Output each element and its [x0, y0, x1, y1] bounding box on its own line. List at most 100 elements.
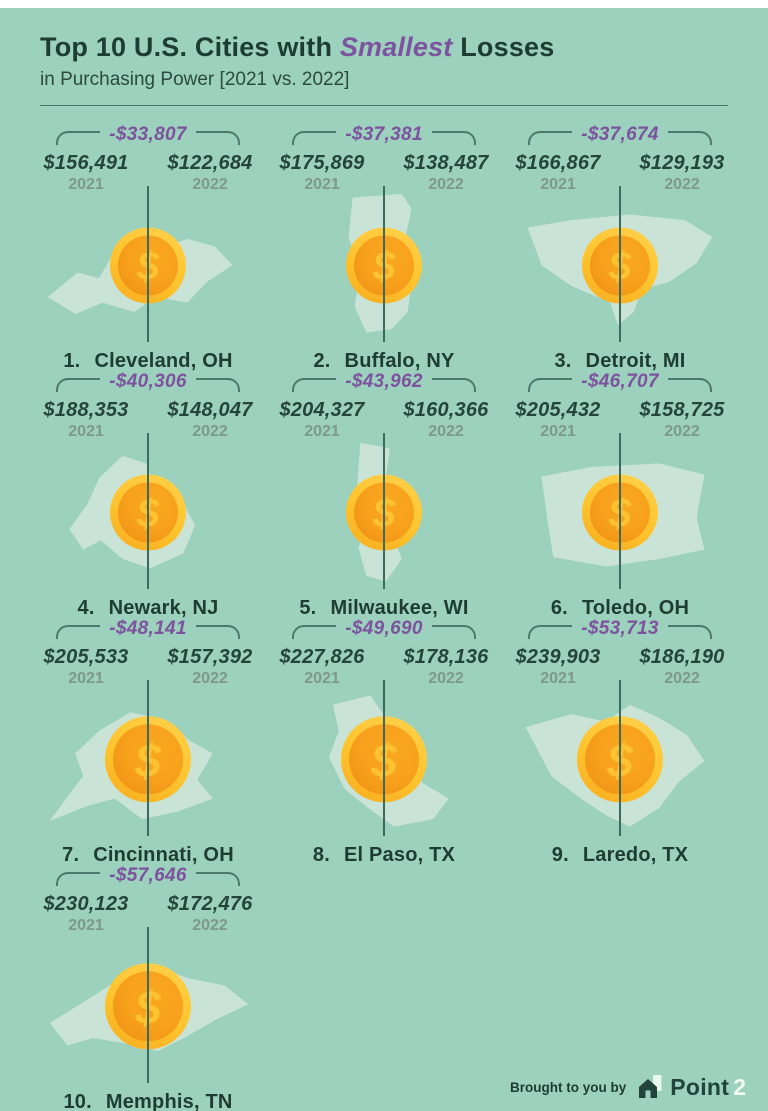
value-2021: $205,432 — [515, 399, 601, 421]
comparison-divider-line — [147, 680, 149, 836]
city-name: Toledo, OH — [581, 597, 690, 619]
loss-value: -$43,962 — [345, 371, 423, 392]
map-area: $ — [266, 680, 502, 836]
value-2021: $230,123 — [43, 893, 129, 915]
bracket-right — [431, 378, 476, 392]
comparison-divider-line — [147, 927, 149, 1083]
bracket-right — [667, 131, 712, 145]
map-area: $ — [502, 680, 738, 836]
bracket-right — [195, 625, 240, 639]
city-card: -$43,962 $204,327 2021 $160,366 2022 $ 5… — [266, 365, 502, 619]
map-area: $ — [30, 680, 266, 836]
year-2022-column: $158,725 2022 — [628, 399, 736, 441]
city-rank: 2. — [313, 350, 331, 372]
city-card: -$46,707 $205,432 2021 $158,725 2022 $ 6… — [502, 365, 738, 619]
loss-annotation: -$40,306 — [30, 371, 266, 397]
city-card: -$37,381 $175,869 2021 $138,487 2022 $ 2… — [266, 118, 502, 372]
value-2022: $172,476 — [167, 893, 253, 915]
loss-annotation: -$57,646 — [30, 865, 266, 891]
city-rank: 10. — [63, 1091, 92, 1111]
city-card: -$48,141 $205,533 2021 $157,392 2022 $ 7… — [30, 612, 266, 866]
year-2022-column: $138,487 2022 — [392, 152, 500, 194]
bracket-right — [667, 625, 712, 639]
year-values-row: $204,327 2021 $160,366 2022 — [266, 397, 502, 441]
comparison-divider-line — [619, 680, 621, 836]
city-name: Cleveland, OH — [94, 350, 233, 372]
city-card: -$49,690 $227,826 2021 $178,136 2022 $ 8… — [266, 612, 502, 866]
comparison-divider-line — [619, 433, 621, 589]
title-suffix: Losses — [452, 32, 555, 62]
value-2021: $239,903 — [515, 646, 601, 668]
bracket-left — [56, 378, 101, 392]
city-label-row: 10. Memphis, TN — [30, 1091, 266, 1111]
loss-annotation: -$37,381 — [266, 124, 502, 150]
city-card: -$37,674 $166,867 2021 $129,193 2022 $ 3… — [502, 118, 738, 372]
year-values-row: $239,903 2021 $186,190 2022 — [502, 644, 738, 688]
loss-annotation: -$33,807 — [30, 124, 266, 150]
city-label-row: 5. Milwaukee, WI — [266, 597, 502, 620]
city-cards-grid: -$33,807 $156,491 2021 $122,684 2022 $ 1… — [30, 118, 738, 1111]
city-label-row: 8. El Paso, TX — [266, 844, 502, 867]
label-2022: 2022 — [664, 176, 700, 193]
map-area: $ — [502, 186, 738, 342]
year-2022-column: $160,366 2022 — [392, 399, 500, 441]
year-values-row: $166,867 2021 $129,193 2022 — [502, 150, 738, 194]
city-rank: 3. — [554, 350, 572, 372]
year-2022-column: $186,190 2022 — [628, 646, 736, 688]
bracket-left — [56, 131, 101, 145]
city-rank: 6. — [550, 597, 568, 619]
comparison-divider-line — [147, 186, 149, 342]
label-2021: 2021 — [304, 670, 340, 687]
year-2022-column: $172,476 2022 — [156, 893, 264, 935]
comparison-divider-line — [619, 186, 621, 342]
label-2022: 2022 — [428, 670, 464, 687]
city-rank: 4. — [77, 597, 95, 619]
city-label-row: 6. Toledo, OH — [502, 597, 738, 620]
value-2022: $157,392 — [167, 646, 253, 668]
city-label-row: 7. Cincinnati, OH — [30, 844, 266, 867]
city-label-row: 1. Cleveland, OH — [30, 350, 266, 373]
value-2021: $156,491 — [43, 152, 129, 174]
brand-suffix: 2 — [733, 1074, 746, 1100]
city-name: Laredo, TX — [582, 844, 689, 866]
loss-value: -$37,381 — [345, 124, 423, 145]
bracket-right — [195, 378, 240, 392]
city-name: El Paso, TX — [343, 844, 456, 866]
loss-annotation: -$53,713 — [502, 618, 738, 644]
map-area: $ — [30, 927, 266, 1083]
value-2022: $129,193 — [639, 152, 725, 174]
loss-value: -$53,713 — [581, 618, 659, 639]
city-card: -$57,646 $230,123 2021 $172,476 2022 $ 1… — [30, 859, 266, 1111]
label-2022: 2022 — [664, 670, 700, 687]
label-2021: 2021 — [540, 670, 576, 687]
year-2021-column: $205,533 2021 — [32, 646, 140, 688]
bracket-right — [195, 872, 240, 886]
value-2021: $204,327 — [279, 399, 365, 421]
infographic-poster: Top 10 U.S. Cities with Smallest Losses … — [0, 8, 768, 1111]
label-2021: 2021 — [68, 176, 104, 193]
map-area: $ — [266, 433, 502, 589]
city-label-row: 2. Buffalo, NY — [266, 350, 502, 373]
bracket-right — [431, 625, 476, 639]
city-rank: 8. — [312, 844, 330, 866]
map-area: $ — [266, 186, 502, 342]
label-2022: 2022 — [192, 917, 228, 934]
bracket-left — [528, 625, 573, 639]
header-divider — [40, 105, 728, 106]
label-2021: 2021 — [304, 423, 340, 440]
loss-value: -$48,141 — [109, 618, 187, 639]
city-card: -$53,713 $239,903 2021 $186,190 2022 $ 9… — [502, 612, 738, 866]
label-2022: 2022 — [428, 423, 464, 440]
label-2021: 2021 — [540, 176, 576, 193]
value-2022: $138,487 — [403, 152, 489, 174]
map-area: $ — [502, 433, 738, 589]
bracket-left — [528, 378, 573, 392]
city-label-row: 4. Newark, NJ — [30, 597, 266, 620]
bracket-left — [528, 131, 573, 145]
loss-annotation: -$37,674 — [502, 124, 738, 150]
label-2022: 2022 — [664, 423, 700, 440]
year-2021-column: $188,353 2021 — [32, 399, 140, 441]
city-rank: 5. — [299, 597, 317, 619]
city-name: Newark, NJ — [108, 597, 219, 619]
loss-annotation: -$43,962 — [266, 371, 502, 397]
